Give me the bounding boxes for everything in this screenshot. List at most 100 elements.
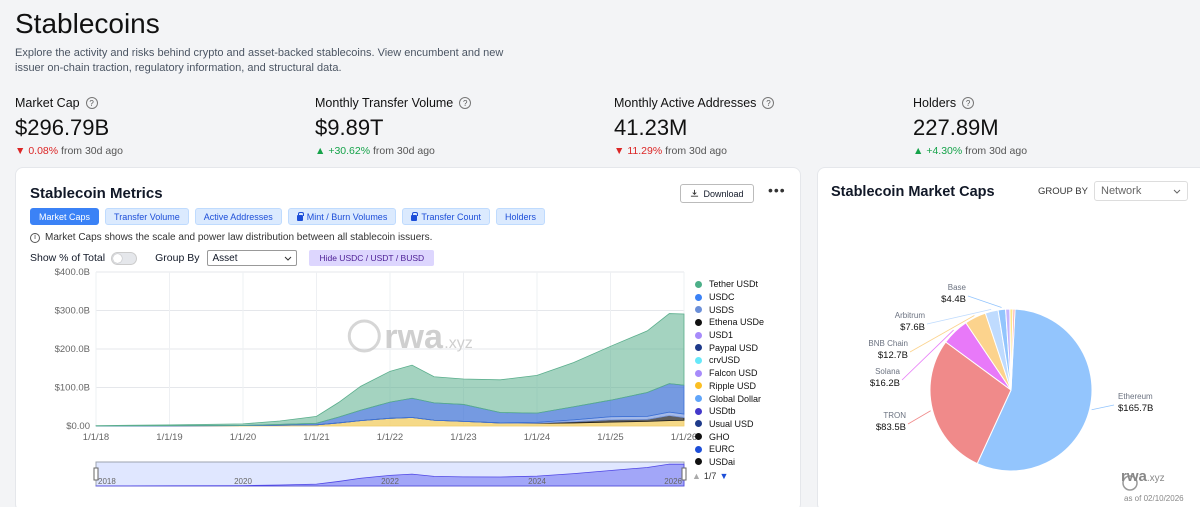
legend-item[interactable]: USDS: [695, 303, 795, 316]
group-by-select[interactable]: Asset: [207, 250, 298, 266]
show-pct-toggle[interactable]: [111, 251, 138, 265]
x-tick-label: 1/1/24: [524, 432, 550, 443]
legend-item[interactable]: Global Dollar: [695, 392, 795, 405]
legend-swatch: [695, 293, 702, 301]
kpi-label: Market Cap: [15, 96, 80, 110]
metric-tabs: Market Caps Transfer Volume Active Addre…: [30, 208, 546, 225]
pie-leader-line: [907, 410, 931, 425]
legend-swatch: [695, 445, 702, 453]
pie-slice-other-c: [1010, 308, 1016, 391]
kpi-active-addresses: Monthly Active Addresses? 41.23M ▼ 11.29…: [614, 96, 894, 157]
pie-slice-name: TRON: [883, 411, 906, 420]
help-icon[interactable]: ?: [459, 97, 472, 109]
stablecoin-metrics-card: Stablecoin Metrics Download ••• Market C…: [15, 167, 801, 507]
tab-label: Market Caps: [39, 211, 91, 222]
pie-slice-name: Ethereum: [1118, 392, 1153, 401]
market-cap-area-chart: $0.00 $100.0B $200.0B $300.0B $400.0B 1/1/18 1…: [55, 267, 696, 487]
tab-market-caps[interactable]: Market Caps: [30, 208, 100, 225]
help-icon[interactable]: ?: [85, 97, 98, 109]
pie-slice-name: Base: [948, 283, 967, 292]
tab-active-addresses[interactable]: Active Addresses: [194, 208, 282, 225]
legend-label: USDC: [709, 292, 735, 303]
legend-pager: ▲ 1/7 ▼: [692, 471, 728, 481]
y-tick-label: $0.00: [66, 421, 90, 432]
legend-label: USDtb: [709, 406, 736, 417]
watermark: rwa .xyz: [347, 318, 473, 356]
kpi-value: 227.89M: [913, 115, 999, 140]
kpi-transfer-volume: Monthly Transfer Volume? $9.89T ▲ +30.62…: [315, 96, 595, 157]
pie-slice-name: BNB Chain: [868, 339, 908, 348]
watermark-globe-icon: [347, 319, 381, 353]
kpi-value: $296.79B: [15, 115, 110, 140]
legend-item[interactable]: Falcon USD: [695, 367, 795, 380]
x-tick-label: 1/1/23: [450, 432, 476, 443]
tab-label: Holders: [505, 211, 537, 222]
legend-item[interactable]: crvUSD: [695, 354, 795, 367]
y-tick-label: $400.0B: [55, 267, 90, 278]
x-tick-label: 1/1/26: [671, 432, 696, 443]
legend-swatch: [695, 407, 702, 415]
tab-transfer-volume[interactable]: Transfer Volume: [105, 208, 189, 225]
legend-label: USDai: [709, 456, 736, 467]
pager-prev-icon[interactable]: ▲: [692, 471, 701, 481]
pie-slice-value: $4.4B: [941, 294, 966, 305]
legend-swatch: [695, 331, 702, 339]
legend-item[interactable]: USDtb: [695, 405, 795, 418]
legend-item[interactable]: Ethena USDe: [695, 316, 795, 329]
legend-swatch: [695, 458, 702, 466]
kpi-change: 0.08%: [28, 145, 59, 157]
navigator-area: [95, 463, 685, 487]
pie-leader-line: [967, 295, 1002, 308]
legend-item[interactable]: EURC: [695, 443, 795, 456]
legend-label: USD1: [709, 330, 734, 341]
y-tick-label: $300.0B: [55, 306, 90, 317]
chart-controls: Show % of Total Group By Asset Hide USDC…: [30, 250, 435, 266]
kpi-change: +4.30%: [926, 145, 963, 157]
chevron-down-icon: [285, 256, 292, 261]
watermark-logo: rwa.xyz: [1121, 468, 1165, 485]
tab-mint-burn-volumes[interactable]: Mint / Burn Volumes: [287, 208, 397, 225]
legend-item[interactable]: GHO: [695, 430, 795, 443]
pager-next-icon[interactable]: ▼: [719, 471, 729, 481]
legend-swatch: [695, 306, 702, 314]
network-group-select[interactable]: Network: [1094, 181, 1188, 201]
tab-transfer-count[interactable]: Transfer Count: [402, 208, 491, 225]
legend-swatch: [695, 420, 702, 428]
legend-item[interactable]: USDC: [695, 291, 795, 304]
pie-slice-tron: [929, 341, 1012, 465]
legend-item[interactable]: Usual USD: [695, 418, 795, 431]
hide-majors-button[interactable]: Hide USDC / USDT / BUSD: [309, 250, 435, 266]
help-icon[interactable]: ?: [962, 97, 975, 109]
pie-slice-value: $16.2B: [870, 378, 900, 389]
navigator-tick-label: 2020: [234, 477, 252, 486]
kpi-change: +30.62%: [328, 145, 371, 157]
network-pie-chart: Ethereum $165.7B TRON $83.5B Solana $16.2B BNB…: [868, 283, 1153, 491]
down-arrow-icon: ▼: [614, 145, 625, 157]
navigator-tick-label: 2018: [98, 477, 116, 486]
pie-slice-ethereum: [976, 308, 1093, 472]
pie-slice-name: Arbitrum: [895, 311, 926, 320]
more-options-button[interactable]: •••: [768, 182, 786, 198]
legend-item[interactable]: Paypal USD: [695, 341, 795, 354]
legend-swatch: [695, 395, 702, 403]
watermark-globe-icon: [1122, 475, 1138, 491]
legend-item[interactable]: USDai: [695, 456, 795, 469]
page-description: Explore the activity and risks behind cr…: [15, 47, 504, 74]
legend-label: Usual USD: [709, 418, 754, 429]
group-by-label: Group By: [155, 252, 200, 264]
kpi-change: 11.29%: [627, 145, 663, 157]
kpi-change-suffix: from 30d ago: [965, 145, 1028, 157]
legend-item[interactable]: Tether USDt: [695, 278, 795, 291]
legend-label: Ripple USD: [709, 380, 757, 391]
legend-label: Ethena USDe: [709, 317, 765, 328]
pie-leader-line: [926, 309, 992, 325]
info-note: i Market Caps shows the scale and power …: [30, 232, 432, 243]
kpi-label: Monthly Active Addresses: [614, 96, 757, 110]
legend-item[interactable]: Ripple USD: [695, 380, 795, 393]
legend-item[interactable]: USD1: [695, 329, 795, 342]
tab-holders[interactable]: Holders: [496, 208, 546, 225]
download-button[interactable]: Download: [680, 184, 754, 203]
help-icon[interactable]: ?: [762, 97, 775, 109]
pie-slice-value: $83.5B: [876, 422, 906, 433]
